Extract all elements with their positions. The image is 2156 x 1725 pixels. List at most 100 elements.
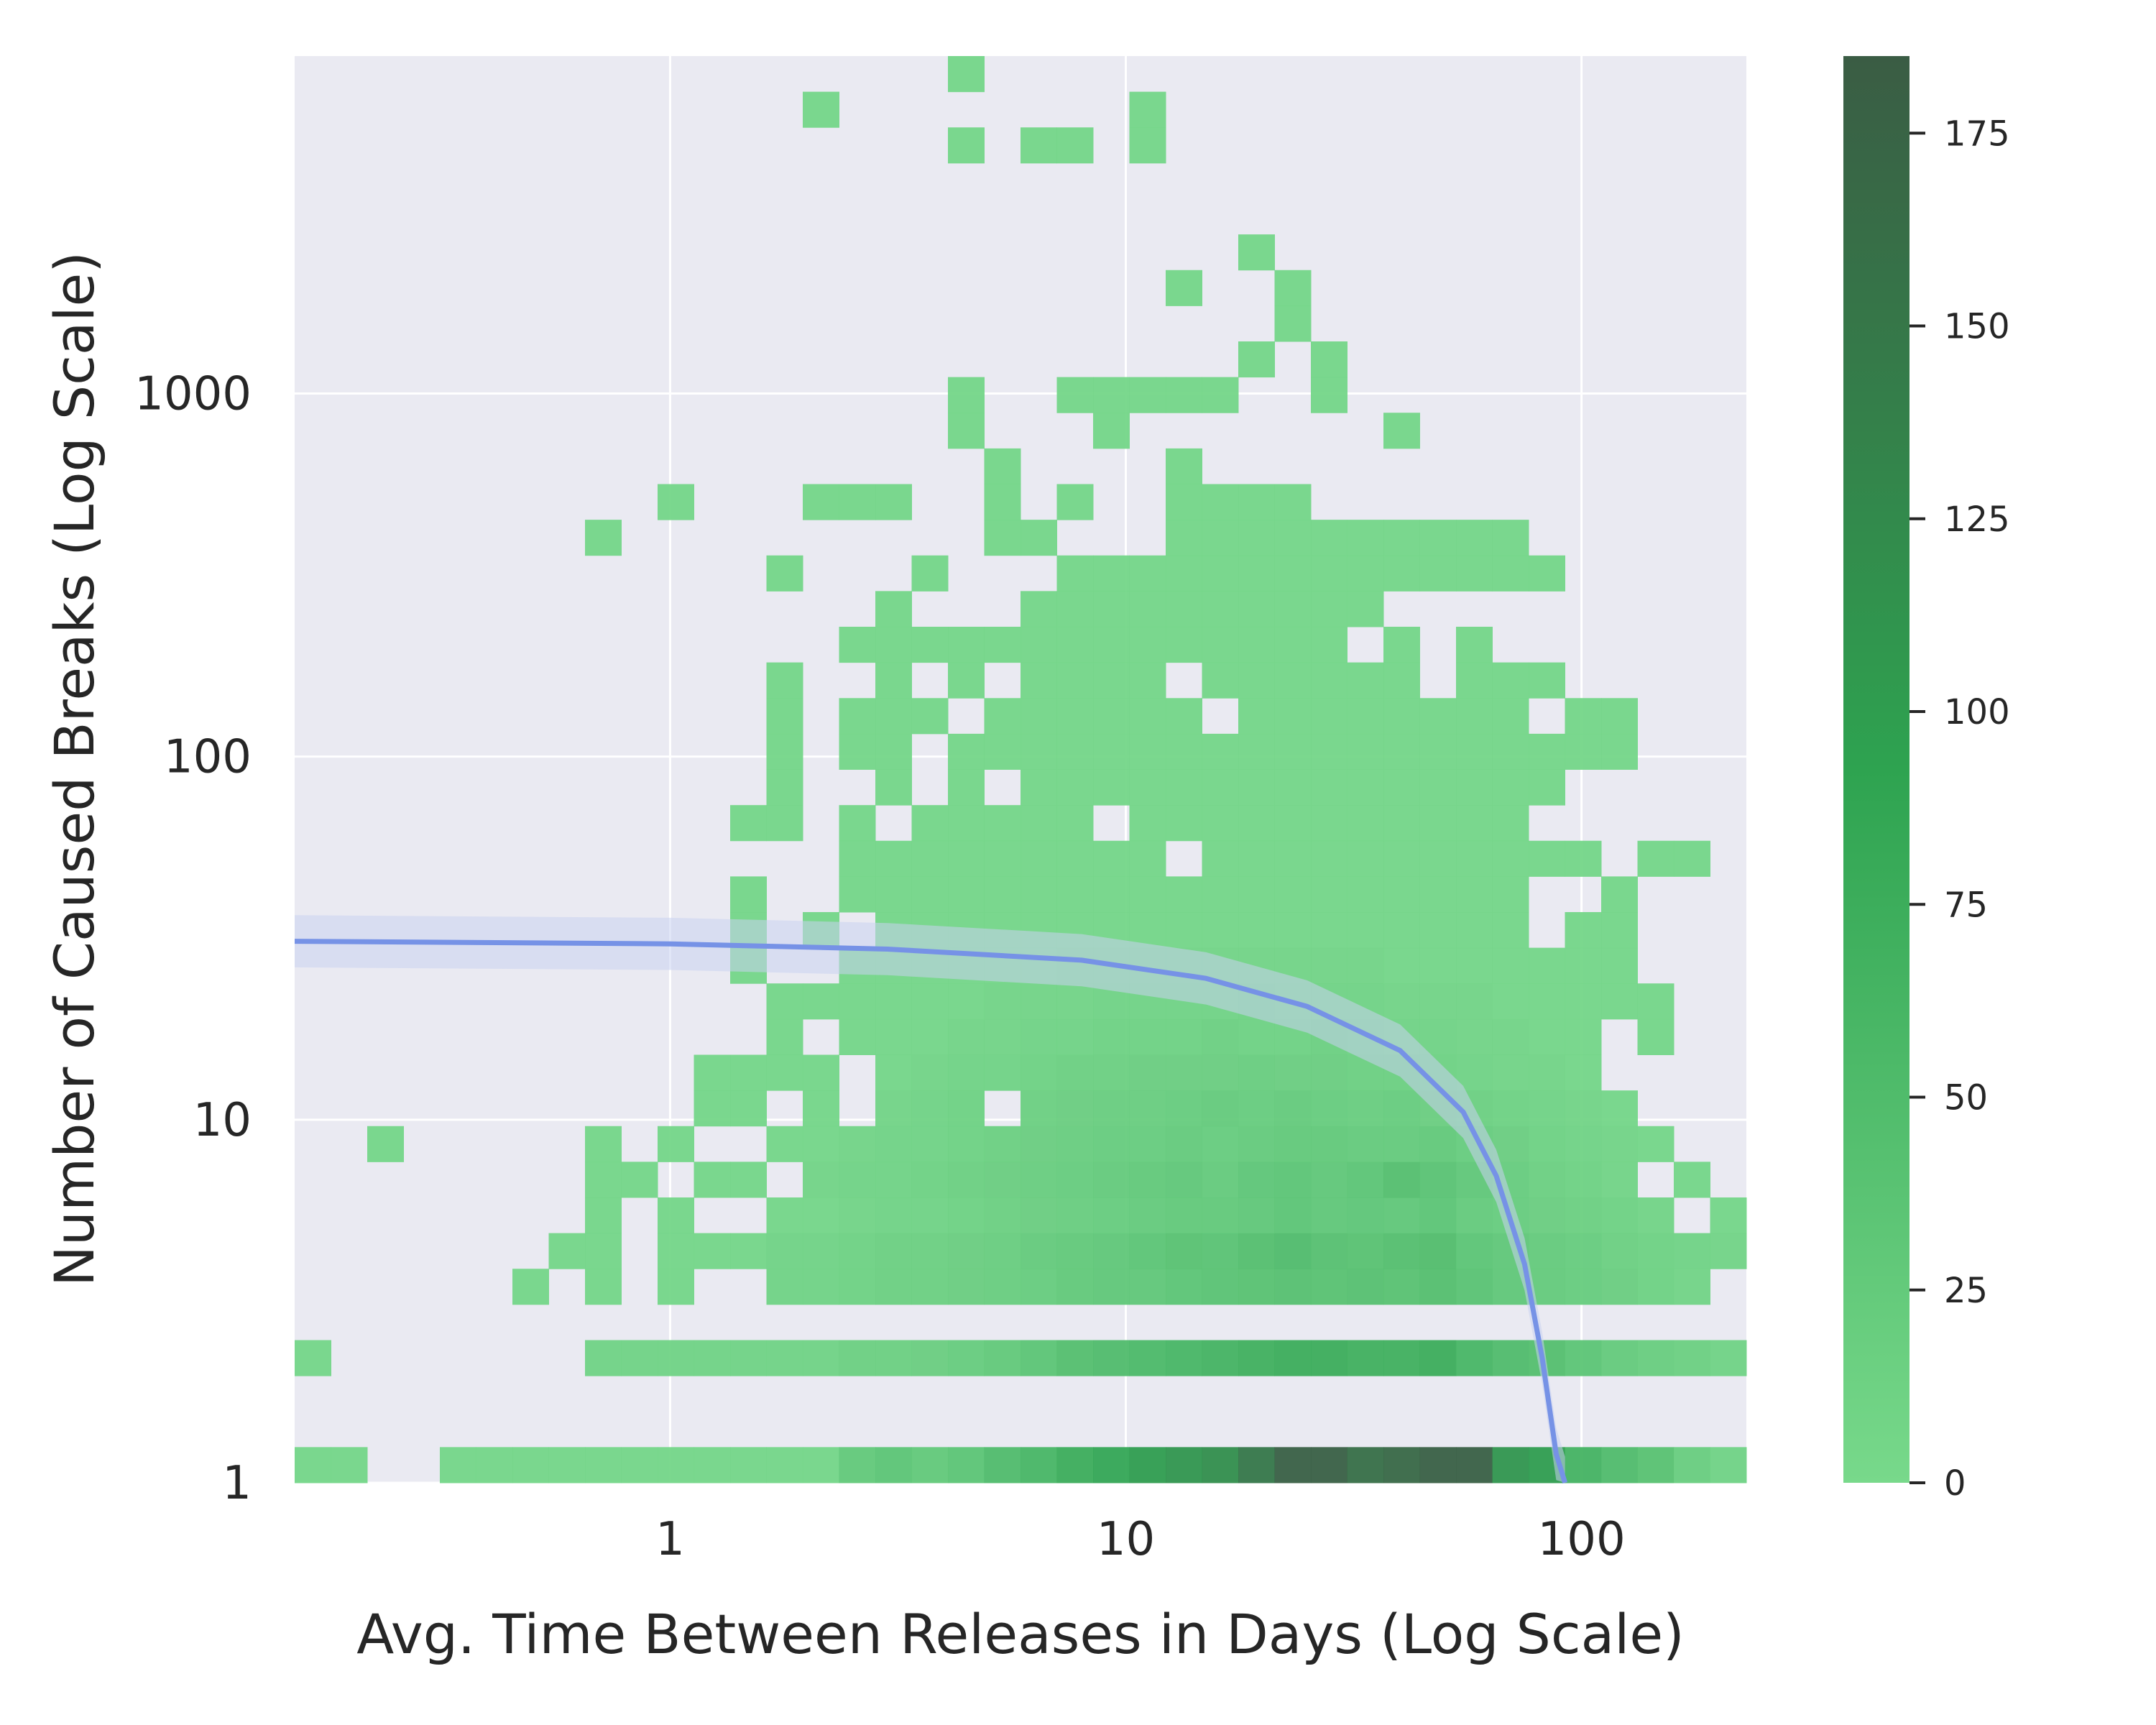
heatmap-cell [1492, 1090, 1529, 1127]
heatmap-cell [1093, 1054, 1130, 1091]
colorbar-tick-label: 125 [1944, 500, 2010, 540]
heatmap-cell [585, 1233, 622, 1269]
heatmap-cell [948, 1233, 985, 1269]
heatmap-cell [875, 1162, 912, 1198]
heatmap-cell [658, 1340, 694, 1376]
heatmap-cell [1093, 1126, 1130, 1162]
heatmap-cell [1419, 947, 1457, 984]
heatmap-cell [1129, 662, 1166, 699]
heatmap-cell [984, 520, 1021, 556]
heatmap-cell [766, 1269, 803, 1305]
heatmap-cell [766, 1340, 803, 1376]
heatmap-cell [1383, 733, 1420, 770]
heatmap-cell [1347, 591, 1384, 627]
heatmap-cell [1166, 876, 1202, 913]
heatmap-cell [1166, 484, 1202, 520]
heatmap-cell [1456, 555, 1493, 592]
heatmap-cell [1419, 840, 1457, 877]
heatmap-cell [1419, 769, 1457, 806]
heatmap-cell [1529, 555, 1565, 592]
heatmap-cell [1166, 1447, 1202, 1484]
heatmap-cell [1311, 947, 1348, 984]
heatmap-cell [1129, 1233, 1166, 1269]
heatmap-cell [1238, 1233, 1275, 1269]
heatmap-cell [948, 876, 985, 913]
heatmap-cell [1274, 1197, 1312, 1234]
heatmap-cell [803, 1162, 839, 1198]
heatmap-cell [803, 1197, 839, 1234]
heatmap-cell [1311, 1162, 1348, 1198]
regression-fit [294, 915, 1568, 1484]
heatmap-cell [658, 1269, 694, 1305]
heatmap-cell [1311, 662, 1348, 699]
heatmap-cell [367, 1126, 404, 1162]
heatmap-cell [658, 1126, 694, 1162]
heatmap-cell [875, 1018, 912, 1055]
colorbar-tick-label: 100 [1944, 692, 2010, 732]
heatmap-cell [911, 1447, 949, 1484]
heatmap-cell [1347, 805, 1384, 842]
heatmap-cell [1419, 1126, 1457, 1162]
heatmap-cell [1383, 555, 1420, 592]
heatmap-cell [1601, 1126, 1638, 1162]
heatmap-cell [803, 1090, 839, 1127]
heatmap-cell [1637, 1197, 1674, 1234]
heatmap-cell [1492, 1126, 1529, 1162]
heatmap-cell [1419, 983, 1457, 1020]
heatmap-cell [1238, 627, 1275, 663]
heatmap-cell [766, 555, 803, 592]
heatmap-cell [1093, 627, 1130, 663]
heatmap-cell [1347, 520, 1384, 556]
heatmap-cell [1419, 1018, 1457, 1055]
heatmap-cell [1710, 1447, 1747, 1484]
heatmap-cell [1238, 1197, 1275, 1234]
heatmap-cell [1311, 1054, 1348, 1091]
heatmap-cell [440, 1447, 476, 1484]
heatmap-cell [1274, 769, 1312, 806]
heatmap-cell [984, 1233, 1021, 1269]
heatmap-cell [1492, 1018, 1529, 1055]
heatmap-cell [1093, 1233, 1130, 1269]
heatmap-cell [1637, 983, 1674, 1020]
heatmap-cell [1383, 1340, 1420, 1376]
heatmap-cell [1565, 1126, 1602, 1162]
heatmap-cell [1166, 555, 1202, 592]
heatmap-cell [1347, 840, 1384, 877]
heatmap-cell [730, 1162, 767, 1198]
heatmap-cell [1710, 1233, 1747, 1269]
heatmap-cell [1274, 555, 1312, 592]
heatmap-cell [984, 1447, 1021, 1484]
heatmap-cell [1274, 662, 1312, 699]
heatmap-cell [803, 1269, 839, 1305]
heatmap-cell [1238, 876, 1275, 913]
heatmap-cell [984, 733, 1021, 770]
heatmap-cell [1021, 1269, 1057, 1305]
heatmap-cell [658, 1233, 694, 1269]
heatmap-cell [1565, 1197, 1602, 1234]
y-tick-label: 1 [222, 1457, 252, 1510]
heatmap-cell [766, 805, 803, 842]
heatmap-cell [948, 1126, 985, 1162]
heatmap-cell [839, 1269, 876, 1305]
heatmap-cell [1056, 627, 1094, 663]
colorbar-tick-label: 50 [1944, 1078, 1988, 1118]
heatmap-cell [730, 876, 767, 913]
heatmap-cell [1093, 1197, 1130, 1234]
heatmap-cell [1129, 1126, 1166, 1162]
heatmap-cell [1383, 769, 1420, 806]
heatmap-cell [1311, 876, 1348, 913]
heatmap-cell [1456, 1018, 1493, 1055]
heatmap-cell [1274, 876, 1312, 913]
heatmap-cell [1238, 1162, 1275, 1198]
heatmap-cell [1383, 698, 1420, 735]
heatmap-cell [1529, 983, 1565, 1020]
heatmap-cell [1674, 1447, 1710, 1484]
heatmap-cell [1129, 733, 1166, 770]
heatmap-cell [1056, 591, 1094, 627]
heatmap-cell [984, 840, 1021, 877]
heatmap-cell [1383, 1126, 1420, 1162]
heatmap-cell [984, 1126, 1021, 1162]
heatmap-cell [1529, 733, 1565, 770]
heatmap-cell [766, 662, 803, 699]
heatmap-cell [1311, 591, 1348, 627]
